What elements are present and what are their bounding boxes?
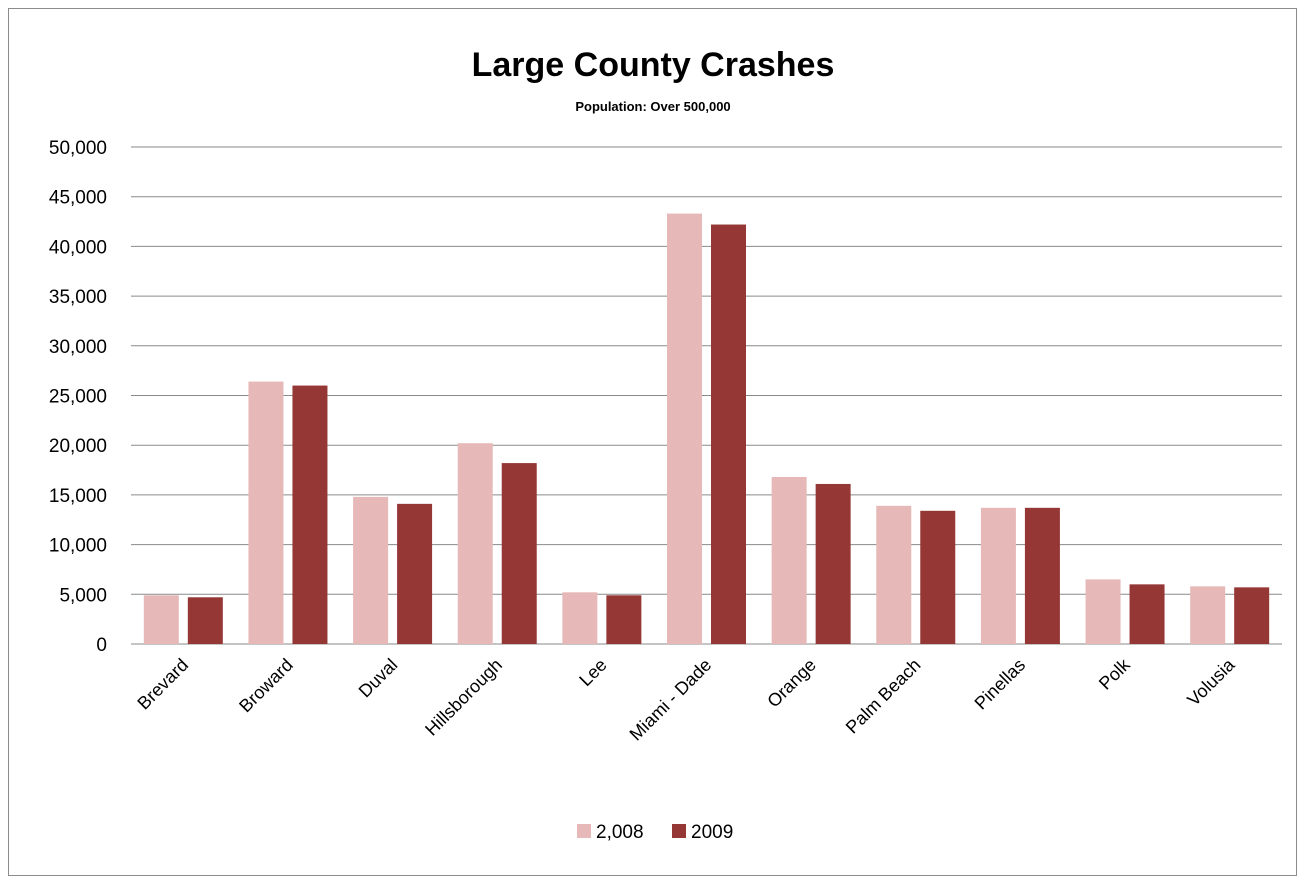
legend-swatch	[672, 824, 686, 838]
y-tick-label: 45,000	[49, 188, 107, 209]
bar	[187, 597, 223, 644]
y-tick-label: 40,000	[49, 237, 107, 258]
bar	[815, 483, 851, 644]
y-tick-label: 35,000	[49, 287, 107, 308]
bar	[771, 477, 807, 644]
bar	[711, 224, 746, 645]
bar	[980, 507, 1016, 644]
y-tick-label: 30,000	[49, 337, 107, 358]
x-tick-label: Broward	[235, 655, 297, 717]
x-tick-label: Palm Beach	[842, 655, 925, 738]
chart-frame	[8, 8, 1297, 876]
bar	[562, 592, 598, 644]
y-tick-label: 0	[96, 635, 107, 656]
bar	[606, 595, 642, 644]
bar	[920, 510, 956, 644]
y-tick-label: 50,000	[49, 138, 107, 159]
bar	[292, 385, 328, 644]
bar	[1024, 507, 1060, 644]
y-tick-label: 25,000	[49, 387, 107, 408]
x-tick-label: Duval	[355, 655, 402, 702]
y-tick-label: 15,000	[49, 486, 107, 507]
bar	[876, 505, 912, 644]
bar	[143, 595, 179, 644]
bar	[1190, 586, 1226, 644]
bar	[1129, 584, 1165, 644]
legend-label: 2,008	[596, 822, 644, 843]
x-tick-label: Miami - Dade	[626, 655, 716, 745]
bar	[457, 443, 493, 644]
legend-swatch	[577, 824, 591, 838]
x-tick-label: Brevard	[133, 655, 192, 714]
x-tick-label: Polk	[1095, 654, 1135, 694]
chart-subtitle: Population: Over 500,000	[575, 99, 730, 114]
y-tick-label: 10,000	[49, 536, 107, 557]
y-tick-label: 5,000	[59, 585, 107, 606]
legend: 2,008 2009	[577, 822, 733, 843]
bar	[1234, 587, 1270, 644]
x-tick-label: Hillsborough	[421, 655, 506, 740]
bar	[501, 463, 537, 644]
bar	[667, 213, 702, 644]
chart-title: Large County Crashes	[472, 46, 835, 84]
x-tick-label: Volusia	[1183, 654, 1239, 710]
x-tick-label: Lee	[575, 655, 610, 690]
x-tick-label: Orange	[763, 655, 820, 712]
bar	[1085, 579, 1121, 644]
legend-label: 2009	[691, 822, 733, 843]
bar	[353, 496, 389, 644]
x-tick-label: Pinellas	[971, 655, 1030, 714]
y-tick-label: 20,000	[49, 436, 107, 457]
bar	[248, 381, 284, 644]
bar	[397, 503, 433, 644]
